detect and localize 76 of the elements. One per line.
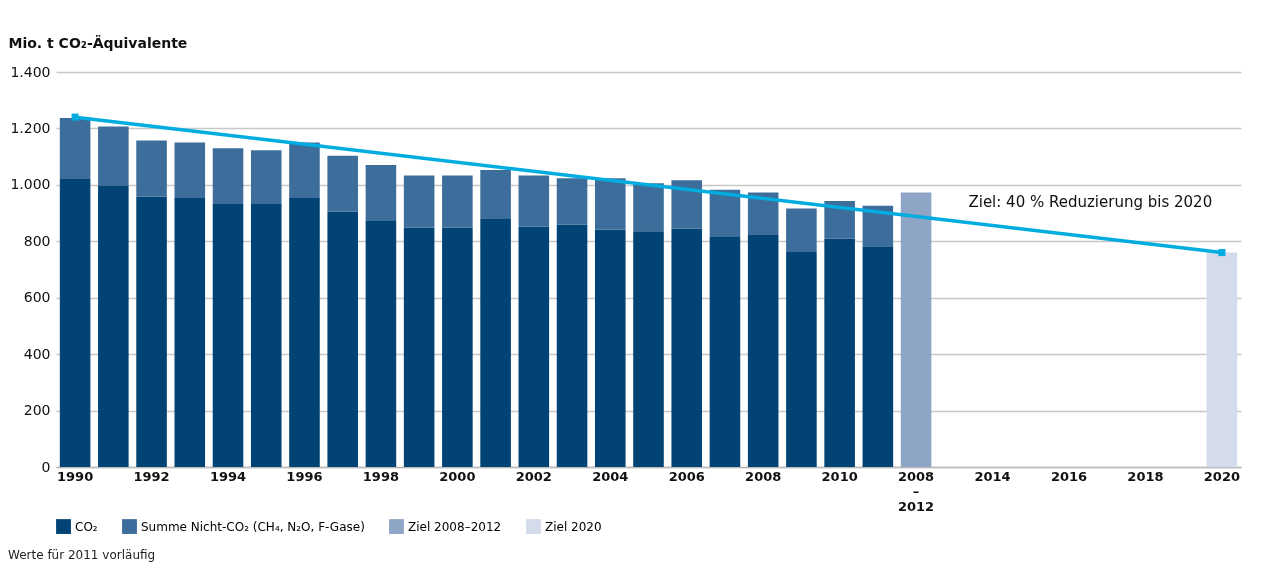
bar bbox=[671, 180, 703, 229]
bar bbox=[824, 238, 855, 467]
x-tick-label: 2008 bbox=[745, 468, 782, 484]
y-tick-label: 0 bbox=[41, 458, 51, 475]
y-tick-label: 600 bbox=[23, 289, 51, 306]
bar bbox=[403, 175, 435, 228]
bar bbox=[518, 175, 550, 227]
legend-label: CO₂ bbox=[75, 519, 98, 534]
bar bbox=[442, 227, 473, 467]
bar bbox=[289, 198, 320, 467]
text: Werte für 2011 vorläufig bbox=[8, 548, 157, 562]
x-tick-label: 2002 bbox=[515, 468, 552, 484]
bar bbox=[59, 117, 91, 179]
bar bbox=[174, 198, 206, 467]
y-tick-label: 800 bbox=[23, 232, 51, 249]
bar bbox=[212, 204, 244, 467]
bar bbox=[671, 228, 703, 467]
x-tick-label: 2016 bbox=[1050, 468, 1088, 484]
bar bbox=[327, 155, 358, 212]
x-tick-label: 2008–2012 bbox=[897, 468, 935, 514]
bar bbox=[824, 200, 855, 239]
bar bbox=[327, 211, 358, 467]
x-tick-label: 1990 bbox=[57, 468, 94, 484]
bar bbox=[518, 226, 550, 467]
y-tick-label: 200 bbox=[23, 402, 51, 419]
bar bbox=[250, 150, 282, 205]
x-tick-label: 2020 bbox=[1203, 468, 1240, 484]
x-tick-label: 2006 bbox=[668, 468, 705, 484]
y-tick-label: 1.200 bbox=[10, 119, 51, 136]
x-tick-label: 1998 bbox=[362, 468, 400, 484]
bar bbox=[442, 175, 473, 228]
bar bbox=[1206, 252, 1238, 467]
bar bbox=[365, 165, 397, 221]
bar bbox=[289, 142, 320, 199]
bar bbox=[212, 148, 244, 205]
y-tick-label: 1.000 bbox=[10, 176, 51, 193]
y-axis-title: Mio. t CO₂-Äquivalente bbox=[8, 34, 188, 51]
bar bbox=[786, 252, 817, 467]
y-tick-label: 1.400 bbox=[10, 63, 51, 80]
legend-label: Summe Nicht-CO₂ (CH₄, N₂O, F-Gase) bbox=[141, 519, 365, 534]
annotation: Ziel: 40 % Reduzierung bis 2020 bbox=[968, 193, 1213, 212]
x-tick-label: 2010 bbox=[821, 468, 858, 484]
bar bbox=[633, 183, 664, 232]
bar bbox=[900, 192, 932, 467]
bar bbox=[709, 237, 741, 467]
x-tick-label: 2014 bbox=[974, 468, 1011, 484]
bar bbox=[786, 208, 817, 253]
bar bbox=[98, 126, 129, 186]
x-tick-label: 2004 bbox=[592, 468, 629, 484]
bar bbox=[862, 246, 894, 467]
y-tick-label: 400 bbox=[23, 345, 51, 362]
x-tick-label: 2018 bbox=[1127, 468, 1164, 484]
bar bbox=[633, 231, 664, 467]
legend-label: Ziel 2020 bbox=[545, 519, 602, 534]
bar bbox=[174, 142, 206, 199]
x-tick-label: 1996 bbox=[286, 468, 323, 484]
bar bbox=[136, 140, 167, 197]
bar bbox=[136, 196, 167, 467]
bar bbox=[480, 169, 511, 219]
bar bbox=[403, 227, 435, 467]
bar bbox=[98, 185, 129, 467]
x-tick-label: 1992 bbox=[133, 468, 170, 484]
bar bbox=[747, 192, 779, 236]
x-tick-label: 2000 bbox=[439, 468, 476, 484]
bar bbox=[556, 178, 588, 225]
legend-label: Ziel 2008–2012 bbox=[408, 519, 502, 534]
bar bbox=[556, 224, 588, 467]
bar bbox=[250, 204, 282, 467]
bar bbox=[747, 235, 779, 467]
bar bbox=[709, 189, 741, 238]
bar bbox=[365, 220, 397, 467]
bar bbox=[594, 229, 626, 467]
x-tick-label: 1994 bbox=[209, 468, 247, 484]
bar bbox=[59, 178, 91, 467]
bar bbox=[594, 178, 626, 230]
bar bbox=[480, 219, 511, 467]
